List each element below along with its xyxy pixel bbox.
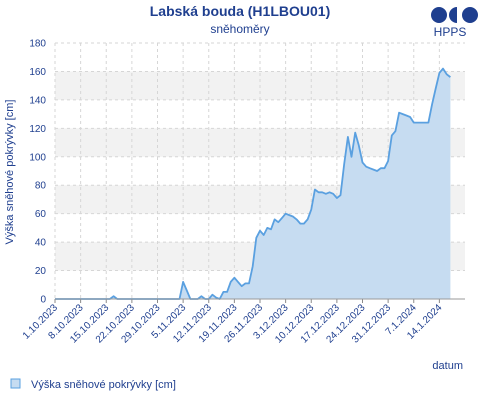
chart-title: Labská bouda (H1LBOU01) bbox=[150, 3, 330, 19]
y-tick-label: 80 bbox=[35, 181, 47, 192]
series-line bbox=[55, 67, 451, 300]
y-tick-label: 20 bbox=[35, 266, 47, 277]
legend-swatch bbox=[10, 378, 21, 389]
legend-label: Výška sněhové pokrývky [cm] bbox=[31, 379, 176, 391]
series-area bbox=[55, 67, 451, 300]
y-tick-label: 120 bbox=[29, 124, 46, 135]
y-tick-label: 140 bbox=[29, 95, 46, 106]
y-tick-label: 100 bbox=[29, 152, 46, 163]
y-tick-label: 160 bbox=[29, 67, 46, 78]
logo-text: HPPS bbox=[434, 25, 467, 39]
x-axis-ticks: 1.10.20238.10.202315.10.202322.10.202329… bbox=[21, 298, 465, 346]
y-axis-ticks: 0 20 40 60 80 100 120 140 160 180 bbox=[29, 39, 46, 306]
y-tick-label: 0 bbox=[40, 295, 46, 306]
y-axis-label: Výška sněhové pokrývky [cm] bbox=[4, 100, 16, 245]
chart-subtitle: sněhoměry bbox=[210, 22, 269, 36]
legend: Výška sněhové pokrývky [cm] bbox=[10, 378, 176, 391]
y-tick-label: 40 bbox=[35, 238, 47, 249]
x-axis-label: datum bbox=[432, 360, 463, 372]
hpps-logo-icon: HPPS bbox=[431, 7, 478, 39]
y-tick-label: 180 bbox=[29, 39, 46, 50]
y-tick-label: 60 bbox=[35, 209, 47, 220]
series-area-fill bbox=[55, 68, 451, 299]
